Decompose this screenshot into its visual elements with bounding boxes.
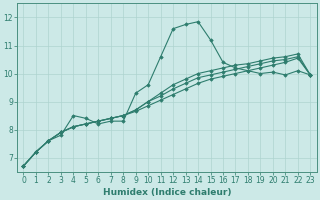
X-axis label: Humidex (Indice chaleur): Humidex (Indice chaleur) <box>103 188 231 197</box>
